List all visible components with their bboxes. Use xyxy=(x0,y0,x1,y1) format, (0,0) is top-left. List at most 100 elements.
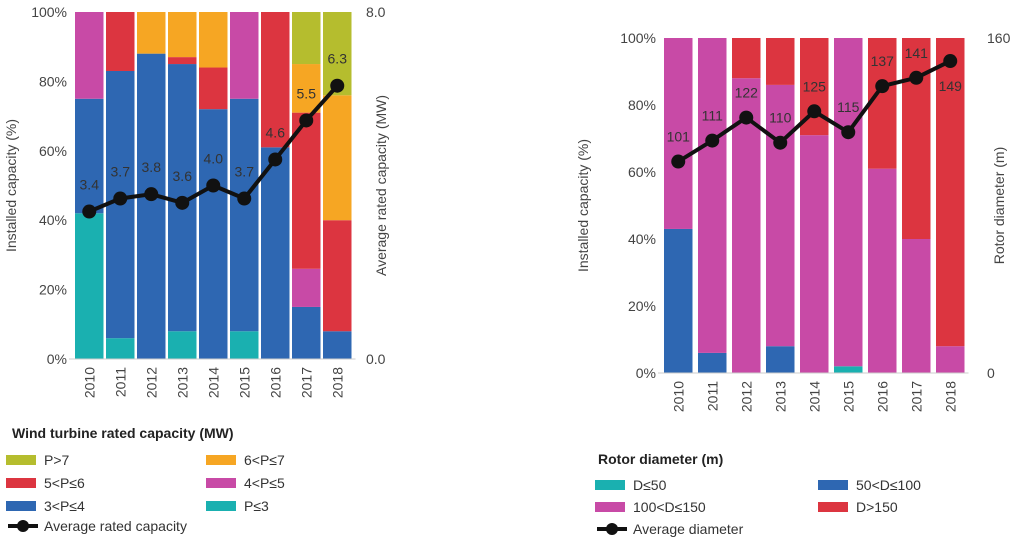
legend-marker xyxy=(17,520,29,532)
bar-segment xyxy=(834,38,863,367)
line-point xyxy=(330,78,345,93)
legend-label: 6<P≤7 xyxy=(244,452,285,468)
y2-tick-label: 8.0 xyxy=(366,4,386,20)
legend-label: D>150 xyxy=(856,499,898,515)
line-point xyxy=(268,152,283,167)
bar-segment xyxy=(230,98,259,332)
y-tick-label: 40% xyxy=(628,231,656,247)
legend-label: 100<D≤150 xyxy=(633,499,706,515)
line-point-label: 4.0 xyxy=(204,151,224,167)
y2-axis-title: Average rated capacity (MW) xyxy=(373,95,389,276)
x-tick-label: 2018 xyxy=(329,367,345,398)
bar-segment xyxy=(732,78,761,373)
bar-segment xyxy=(199,109,228,359)
bar-segment xyxy=(292,64,321,113)
y-tick-label: 0% xyxy=(47,351,67,367)
line-point xyxy=(807,104,822,119)
bar-segment xyxy=(261,147,290,359)
bar-segment xyxy=(664,228,693,373)
legend-label: P≤3 xyxy=(244,498,269,514)
line-point-label: 3.7 xyxy=(235,164,255,180)
bar-segment xyxy=(199,12,228,68)
legend-label: 5<P≤6 xyxy=(44,475,85,491)
bar-segment xyxy=(664,38,693,229)
chart-rated-capacity: 0% 20% 40% 60% 80% 100% 0.0 8.0 2010 2011 2012 2013… xyxy=(3,4,389,534)
x-tick-label: 2012 xyxy=(143,367,159,398)
bar-segment xyxy=(766,38,795,85)
x-tick-label: 2010 xyxy=(670,381,686,412)
line-point xyxy=(82,204,97,219)
line-point xyxy=(841,125,856,140)
legend-swatch xyxy=(6,501,36,511)
y-tick-label: 80% xyxy=(39,73,67,89)
bar-segment xyxy=(323,331,352,359)
line-point-label: 115 xyxy=(837,99,860,115)
x-tick-label: 2012 xyxy=(738,381,754,412)
legend-swatch xyxy=(6,455,36,465)
bar-segment xyxy=(292,12,321,65)
line-point xyxy=(943,54,958,69)
bar-segment xyxy=(834,366,863,373)
bar-segment xyxy=(230,12,259,99)
line-point xyxy=(113,191,128,206)
line-point-label: 5.5 xyxy=(297,85,317,101)
y-tick-label: 80% xyxy=(628,97,656,113)
bar-segment xyxy=(199,67,228,110)
legend-title: Rotor diameter (m) xyxy=(598,451,723,467)
x-tick-label: 2013 xyxy=(174,367,190,398)
bar-segment xyxy=(137,12,166,54)
x-tick-label: 2011 xyxy=(112,367,128,397)
legend-swatch xyxy=(595,502,625,512)
bar-segment xyxy=(868,38,897,169)
bar-segment xyxy=(698,38,727,353)
legend-label: Average rated capacity xyxy=(44,518,187,534)
bar-segment xyxy=(230,331,259,359)
line-point xyxy=(909,70,924,85)
x-tick-label: 2014 xyxy=(205,367,221,398)
x-tick-label: 2017 xyxy=(908,381,924,412)
legend-label: 50<D≤100 xyxy=(856,477,921,493)
line-point-label: 3.6 xyxy=(173,168,193,184)
y-tick-label: 60% xyxy=(628,164,656,180)
legend-swatch xyxy=(818,480,848,490)
bar-segment xyxy=(168,12,197,58)
x-tick-label: 2016 xyxy=(874,381,890,412)
y2-tick-label: 0 xyxy=(987,365,995,381)
x-tick-label: 2011 xyxy=(704,381,720,411)
legend-swatch xyxy=(206,478,236,488)
y2-tick-label: 160 xyxy=(987,30,1011,46)
x-tick-label: 2014 xyxy=(806,381,822,412)
line-point-label: 149 xyxy=(939,78,963,94)
y-tick-label: 40% xyxy=(39,212,67,228)
y-tick-label: 20% xyxy=(628,298,656,314)
legend-label: 4<P≤5 xyxy=(244,475,285,491)
bar-segment xyxy=(168,331,197,359)
y2-tick-label: 0.0 xyxy=(366,351,386,367)
x-tick-label: 2016 xyxy=(267,367,283,398)
line-point-label: 111 xyxy=(702,108,723,124)
legend-title: Wind turbine rated capacity (MW) xyxy=(12,425,234,441)
legend-swatch xyxy=(818,502,848,512)
line-point xyxy=(875,79,890,94)
line-point xyxy=(299,113,314,128)
y-tick-label: 100% xyxy=(620,30,656,46)
line-point xyxy=(671,154,686,169)
line-point xyxy=(175,195,190,210)
line-point-label: 101 xyxy=(667,129,691,145)
line-point-label: 3.8 xyxy=(142,159,162,175)
y-tick-label: 0% xyxy=(636,365,656,381)
bar-segment xyxy=(868,168,897,373)
line-point xyxy=(739,110,754,125)
legend-swatch xyxy=(206,501,236,511)
y-tick-label: 100% xyxy=(31,4,67,20)
bar-segment xyxy=(902,38,931,239)
legend-marker xyxy=(606,523,618,535)
line-point-label: 125 xyxy=(803,78,827,94)
bar-segment xyxy=(137,53,166,359)
y-tick-label: 60% xyxy=(39,143,67,159)
bar-segment xyxy=(936,38,965,347)
x-tick-label: 2017 xyxy=(298,367,314,398)
x-tick-label: 2018 xyxy=(942,381,958,412)
bar-segment xyxy=(323,220,352,332)
